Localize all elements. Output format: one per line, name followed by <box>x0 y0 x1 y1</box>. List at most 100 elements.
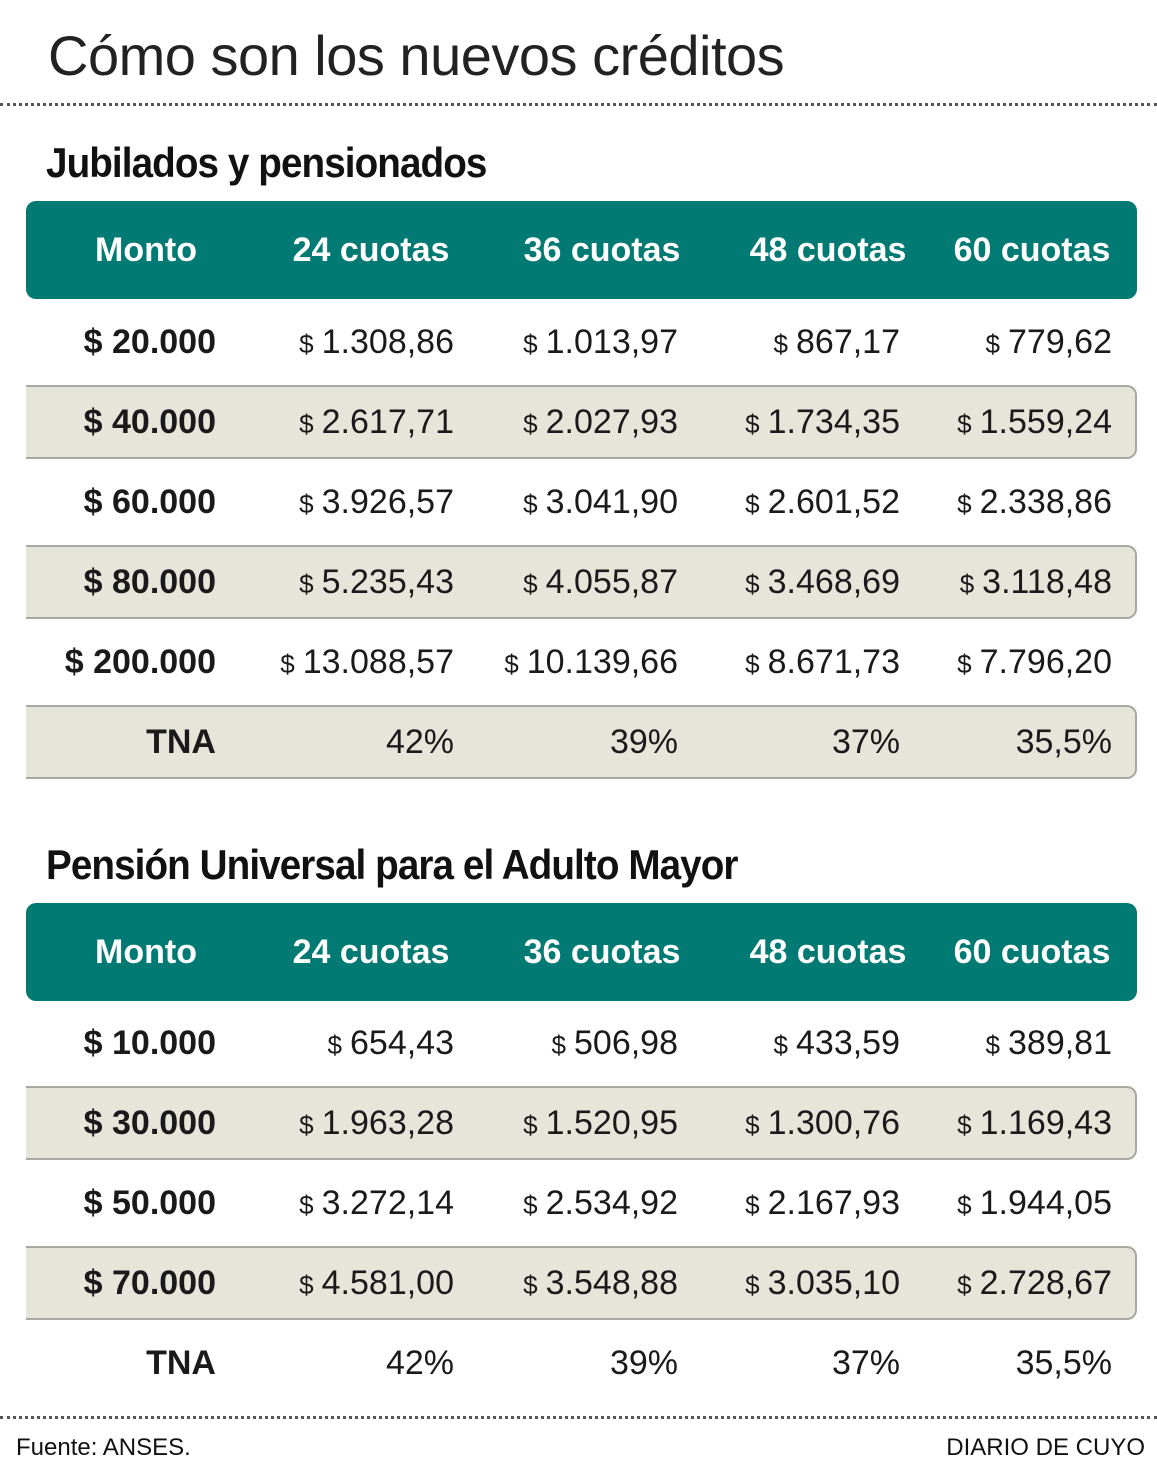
table-row: $ 200.000 $13.088,57 $10.139,66 $8.671,73 $7… <box>26 625 1137 699</box>
cuota-value: 433,59 <box>796 1023 900 1062</box>
currency-symbol: $ <box>523 1189 538 1220</box>
cuota-value: 7.796,20 <box>979 642 1112 681</box>
monto-cell: $ 10.000 <box>83 1023 216 1062</box>
monto-cell: $ 200.000 <box>64 642 216 681</box>
cuota-cell: $1.300,76 <box>678 1088 900 1158</box>
cuota-cell: $3.468,69 <box>678 547 900 617</box>
cuota-cell: $2.617,71 <box>216 387 454 457</box>
currency-symbol: $ <box>551 1029 566 1060</box>
cuota-cell: $1.013,97 <box>454 305 678 379</box>
currency-symbol: $ <box>959 568 975 599</box>
currency-symbol: $ <box>745 1269 760 1300</box>
section-title-jubilados: Jubilados y pensionados <box>46 139 487 186</box>
cuota-cell: $4.581,00 <box>216 1248 454 1318</box>
currency-symbol: $ <box>957 1109 972 1140</box>
currency-symbol: $ <box>985 1029 1000 1060</box>
tna-row: TNA 42% 39% 37% 35,5% <box>26 1326 1137 1400</box>
cuota-value: 3.926,57 <box>321 482 454 521</box>
cuota-value: 779,62 <box>1008 322 1112 361</box>
header-48-cuotas: 48 cuotas <box>749 932 907 971</box>
cuota-cell: $2.338,86 <box>900 465 1112 539</box>
cuota-cell: $3.926,57 <box>216 465 454 539</box>
currency-symbol: $ <box>523 328 538 359</box>
cuota-cell: $10.139,66 <box>454 625 678 699</box>
header-monto: Monto <box>95 230 197 269</box>
monto-cell: $ 80.000 <box>83 562 216 601</box>
currency-symbol: $ <box>745 408 760 439</box>
tna-value: 37% <box>831 722 900 761</box>
cuota-cell: $7.796,20 <box>900 625 1112 699</box>
cuota-cell: $1.520,95 <box>454 1088 678 1158</box>
currency-symbol: $ <box>957 648 972 679</box>
cuota-value: 8.671,73 <box>767 642 900 681</box>
header-36-cuotas: 36 cuotas <box>523 230 681 269</box>
header-48-cuotas: 48 cuotas <box>749 230 907 269</box>
header-24-cuotas: 24 cuotas <box>292 932 450 971</box>
currency-symbol: $ <box>504 648 519 679</box>
cuota-value: 2.617,71 <box>321 402 454 441</box>
cuota-value: 1.520,95 <box>545 1103 678 1142</box>
table-row: $ 60.000 $3.926,57 $3.041,90 $2.601,52 $2.33… <box>26 465 1137 539</box>
cuota-value: 389,81 <box>1008 1023 1112 1062</box>
cuota-value: 1.308,86 <box>321 322 454 361</box>
cuota-value: 3.548,88 <box>545 1263 678 1302</box>
publisher-credit: DIARIO DE CUYO <box>946 1434 1145 1461</box>
cuota-cell: $389,81 <box>900 1006 1112 1080</box>
currency-symbol: $ <box>745 568 760 599</box>
cuota-value: 2.728,67 <box>979 1263 1112 1302</box>
cuota-cell: $1.559,24 <box>900 387 1112 457</box>
bottom-divider <box>0 1416 1157 1419</box>
cuota-value: 10.139,66 <box>526 642 678 681</box>
currency-symbol: $ <box>299 328 314 359</box>
cuota-value: 1.013,97 <box>545 322 678 361</box>
cuota-cell: $5.235,43 <box>216 547 454 617</box>
cuota-value: 2.027,93 <box>545 402 678 441</box>
currency-symbol: $ <box>745 648 760 679</box>
header-36-cuotas: 36 cuotas <box>523 932 681 971</box>
currency-symbol: $ <box>523 1269 538 1300</box>
section-title-puam: Pensión Universal para el Adulto Mayor <box>46 841 738 888</box>
currency-symbol: $ <box>957 1269 972 1300</box>
source-note: Fuente: ANSES. <box>16 1434 191 1461</box>
currency-symbol: $ <box>745 1189 760 1220</box>
tna-value: 37% <box>831 1343 900 1382</box>
cuota-value: 2.167,93 <box>767 1183 900 1222</box>
cuota-value: 3.041,90 <box>545 482 678 521</box>
cuota-cell: $2.728,67 <box>900 1248 1112 1318</box>
cuota-cell: $779,62 <box>900 305 1112 379</box>
currency-symbol: $ <box>523 488 538 519</box>
tna-value: 39% <box>609 722 678 761</box>
cuota-value: 4.581,00 <box>321 1263 454 1302</box>
cuota-cell: $1.734,35 <box>678 387 900 457</box>
currency-symbol: $ <box>745 1109 760 1140</box>
cuota-value: 3.035,10 <box>767 1263 900 1302</box>
currency-symbol: $ <box>773 1029 788 1060</box>
header-monto: Monto <box>95 932 197 971</box>
currency-symbol: $ <box>299 1109 314 1140</box>
cuota-value: 3.118,48 <box>982 562 1112 601</box>
cuota-value: 1.300,76 <box>767 1103 900 1142</box>
cuota-value: 4.055,87 <box>545 562 678 601</box>
cuota-cell: $8.671,73 <box>678 625 900 699</box>
monto-cell: $ 20.000 <box>83 322 216 361</box>
cuota-cell: $3.035,10 <box>678 1248 900 1318</box>
monto-cell: $ 50.000 <box>83 1183 216 1222</box>
cuota-value: 1.559,24 <box>979 402 1112 441</box>
cuota-value: 5.235,43 <box>321 562 454 601</box>
currency-symbol: $ <box>957 488 972 519</box>
cuota-cell: $3.272,14 <box>216 1166 454 1240</box>
tna-value: 35,5% <box>1015 1343 1112 1382</box>
cuota-cell: $2.027,93 <box>454 387 678 457</box>
cuota-cell: $3.548,88 <box>454 1248 678 1318</box>
top-divider <box>0 103 1157 106</box>
table-row: $ 50.000 $3.272,14 $2.534,92 $2.167,93 $1.94… <box>26 1166 1137 1240</box>
tna-label: TNA <box>146 1343 216 1382</box>
currency-symbol: $ <box>327 1029 342 1060</box>
cuota-value: 3.468,69 <box>767 562 900 601</box>
table-row: $ 80.000 $5.235,43 $4.055,87 $3.468,69 $3.11… <box>26 545 1137 619</box>
table-row: $ 40.000 $2.617,71 $2.027,93 $1.734,35 $1.55… <box>26 385 1137 459</box>
header-24-cuotas: 24 cuotas <box>292 230 450 269</box>
table-header-jubilados: Monto 24 cuotas 36 cuotas 48 cuotas 60 c… <box>26 201 1137 299</box>
tna-label: TNA <box>146 722 216 761</box>
cuota-cell: $1.169,43 <box>900 1088 1112 1158</box>
